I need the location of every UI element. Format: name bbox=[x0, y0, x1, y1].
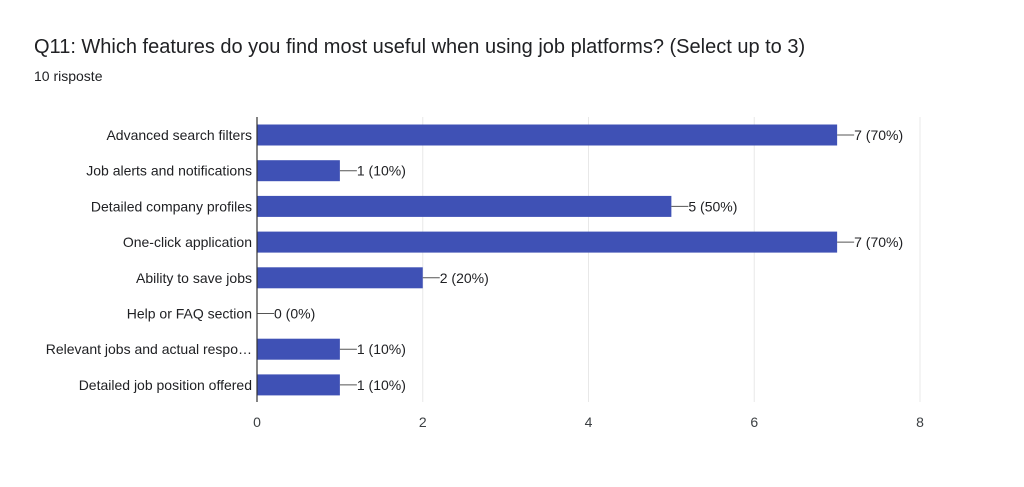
data-label: 1 (10%) bbox=[357, 341, 406, 357]
x-tick-label: 2 bbox=[419, 414, 427, 430]
category-label: Advanced search filters bbox=[106, 127, 252, 143]
response-count: 10 risposte bbox=[34, 68, 103, 84]
x-tick-label: 0 bbox=[253, 414, 261, 430]
x-tick-label: 6 bbox=[750, 414, 758, 430]
chart-title: Q11: Which features do you find most use… bbox=[34, 36, 806, 58]
data-label: 7 (70%) bbox=[854, 127, 903, 143]
category-label: Relevant jobs and actual respo… bbox=[46, 341, 252, 357]
x-tick-label: 8 bbox=[916, 414, 924, 430]
data-label: 5 (50%) bbox=[688, 198, 737, 214]
bar bbox=[257, 338, 340, 360]
bar bbox=[257, 374, 340, 396]
data-label: 7 (70%) bbox=[854, 234, 903, 250]
category-label: Help or FAQ section bbox=[127, 306, 252, 322]
data-label: 1 (10%) bbox=[357, 163, 406, 179]
bar bbox=[257, 267, 423, 289]
category-label: One-click application bbox=[123, 234, 252, 250]
category-label: Detailed company profiles bbox=[91, 198, 252, 214]
x-tick-label: 4 bbox=[585, 414, 593, 430]
category-label: Job alerts and notifications bbox=[86, 163, 252, 179]
category-label: Ability to save jobs bbox=[136, 270, 252, 286]
data-label: 0 (0%) bbox=[274, 306, 315, 322]
bar bbox=[257, 124, 838, 146]
bar bbox=[257, 160, 340, 182]
bar bbox=[257, 231, 838, 253]
data-label: 2 (20%) bbox=[440, 270, 489, 286]
category-label: Detailed job position offered bbox=[79, 377, 252, 393]
bar bbox=[257, 195, 672, 217]
data-label: 1 (10%) bbox=[357, 377, 406, 393]
